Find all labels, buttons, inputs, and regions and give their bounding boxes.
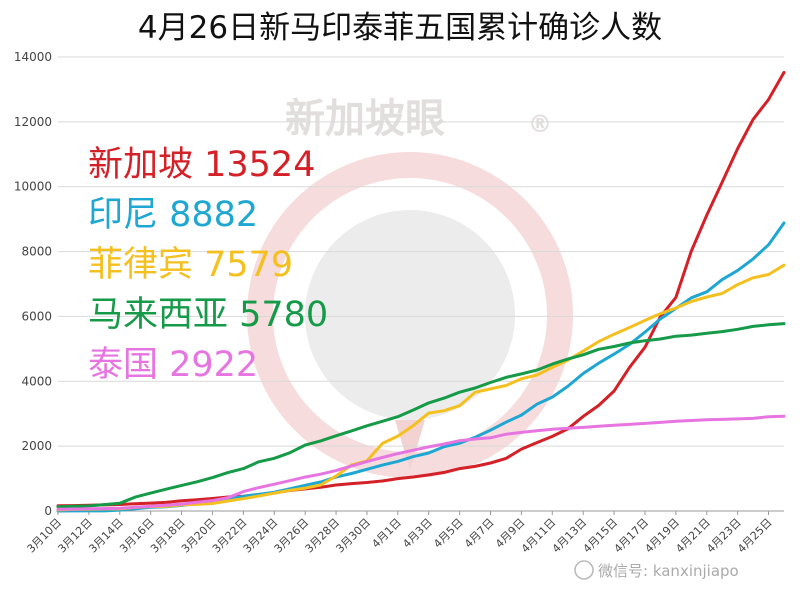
legend-entry-泰国: 泰国 2922 [88,345,258,385]
y-tick-label: 4000 [21,374,52,388]
y-tick-label: 2000 [21,439,52,453]
x-tick-label: 4月3日 [400,516,435,551]
watermark: 新加坡眼 ® [247,96,573,478]
legend-entry-印尼: 印尼 8882 [88,195,258,235]
series-line-马来西亚 [56,322,786,509]
watermark-registered-mark: ® [528,110,552,138]
legend-entry-新加坡: 新加坡 13524 [88,145,315,185]
credit-text: 微信号: kanxinjiapo [598,562,739,580]
y-tick-label: 12000 [14,115,52,129]
x-tick-label: 4月1日 [369,516,404,551]
legend-entry-菲律宾: 菲律宾 7579 [88,245,293,285]
x-tick-label: 4月5日 [431,516,466,551]
x-tick-label: 3月30日 [333,516,373,556]
x-axis: 3月10日3月12日3月14日3月16日3月18日3月20日3月22日3月24日… [25,511,775,556]
y-tick-label: 10000 [14,180,52,194]
y-tick-label: 14000 [14,50,52,64]
y-tick-label: 0 [44,504,52,518]
y-tick-label: 6000 [21,309,52,323]
chart-title: 4月26日新马印泰菲五国累计确诊人数 [138,10,662,46]
watermark-text: 新加坡眼 [285,96,445,142]
watermark-disc [305,210,515,420]
series-lines [56,70,786,513]
x-tick-label: 4月7日 [462,516,497,551]
y-axis: 0 2000 4000 6000 8000 10000 12000 14000 [14,50,52,518]
wechat-icon [574,560,594,580]
legend: 新加坡 13524 印尼 8882 菲律宾 7579 马来西亚 5780 泰国 2922 [88,145,328,385]
series-line-泰国 [56,414,786,511]
legend-entry-马来西亚: 马来西亚 5780 [88,295,328,335]
credit: 微信号: kanxinjiapo [574,560,739,580]
x-tick-label: 4月25日 [735,516,775,556]
y-tick-label: 8000 [21,245,52,259]
